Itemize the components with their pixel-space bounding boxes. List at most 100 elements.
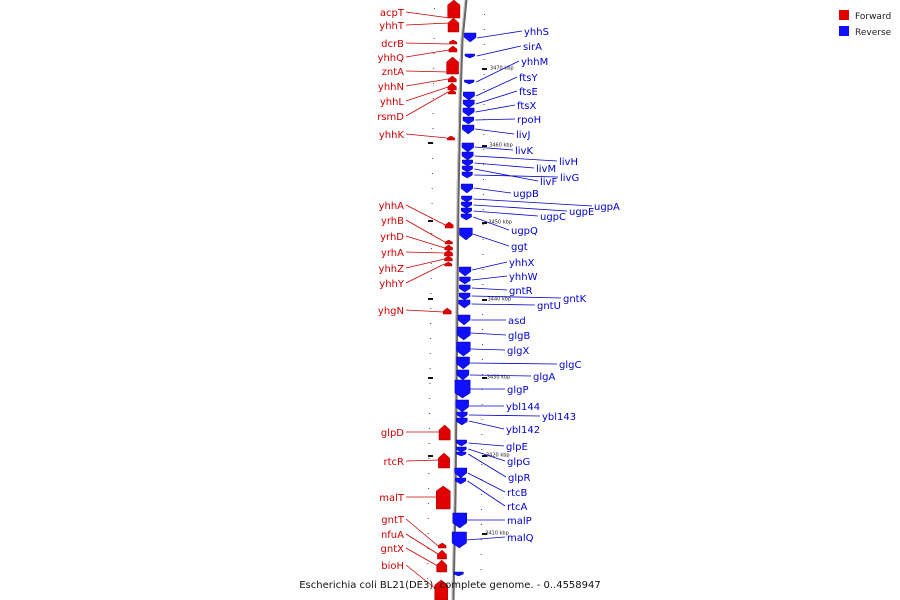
forward-gene-leader (405, 11, 450, 19)
forward-gene-label: glpD (381, 428, 404, 439)
reverse-gene-leader (473, 204, 568, 212)
forward-gene-glyph (444, 239, 453, 245)
reverse-gene-label: asd (508, 316, 526, 327)
forward-gene-label: yrhB (381, 216, 404, 227)
reverse-gene-glyph (459, 276, 471, 285)
reverse-gene-leader (470, 348, 506, 351)
reverse-gene-label: livF (540, 177, 557, 188)
forward-gene-leader (405, 564, 438, 591)
reverse-gene-leader (473, 187, 512, 194)
reverse-gene-label: ftsX (517, 101, 536, 112)
genome-backbone (451, 0, 468, 600)
reverse-gene-glyph (461, 151, 474, 161)
forward-gene-glyph (444, 249, 453, 257)
forward-gene-leader (405, 219, 445, 243)
reverse-gene-label: rtcB (507, 488, 528, 499)
reverse-gene-label: sirA (523, 42, 542, 53)
forward-gene-label: zntA (382, 67, 405, 78)
reverse-gene-glyph (462, 124, 475, 135)
reverse-gene-leader (468, 420, 505, 430)
reverse-gene-leader (474, 155, 558, 162)
tick-label: 3460 kbp (489, 143, 513, 149)
reverse-gene-glyph (456, 341, 471, 357)
tick-mark (482, 222, 487, 224)
reverse-gene-label: yhhM (521, 57, 548, 68)
reverse-gene-label: livM (536, 164, 556, 175)
forward-gene-label: nfuA (381, 530, 404, 541)
forward-gene-glyph (438, 452, 450, 469)
reverse-gene-glyph (464, 32, 477, 43)
forward-gene-label: dcrB (381, 39, 404, 50)
reverse-gene-leader (471, 275, 508, 281)
reverse-gene-label: livG (560, 173, 579, 184)
reverse-gene-leader (470, 332, 507, 336)
reverse-gene-glyph (456, 326, 471, 341)
forward-gene-glyph (444, 261, 453, 267)
forward-gene-leader (405, 91, 449, 117)
reverse-gene-leader (476, 60, 520, 83)
reverse-gene-label: yhhS (524, 27, 549, 38)
reverse-gene-label: ggt (511, 242, 528, 253)
forward-gene-glyph (449, 39, 458, 45)
reverse-gene-label: livH (559, 157, 578, 168)
forward-gene-glyph (447, 75, 457, 83)
reverse-gene-label: yhhX (509, 258, 535, 269)
forward-gene-glyph (442, 307, 452, 315)
reverse-gene-label: ugpQ (511, 226, 538, 237)
forward-gene-glyph (447, 17, 460, 33)
reverse-gene-glyph (459, 227, 473, 241)
forward-gene-label: yhhL (380, 97, 405, 108)
reverse-gene-leader (470, 362, 558, 365)
reverse-gene-label: ftsY (519, 73, 538, 84)
reverse-gene-glyph (456, 369, 470, 381)
reverse-gene-leader (469, 414, 541, 417)
forward-gene-leader (405, 459, 441, 462)
forward-gene-glyph (447, 0, 461, 19)
reverse-gene-label: glpR (508, 473, 530, 484)
forward-gene-label: yrhA (381, 248, 404, 259)
reverse-gene-glyph (458, 292, 471, 301)
forward-gene-label: yhhY (379, 279, 405, 290)
reverse-gene-label: livJ (516, 130, 530, 141)
legend-forward-label: Forward (855, 12, 891, 22)
reverse-gene-label: glgA (533, 372, 555, 383)
reverse-gene-label: ybl143 (542, 412, 576, 423)
reverse-gene-label: glgX (507, 346, 529, 357)
forward-gene-glyph (438, 542, 447, 549)
forward-gene-leader (405, 258, 445, 269)
reverse-gene-label: rpoH (517, 115, 541, 126)
forward-gene-leader (405, 133, 448, 139)
reverse-gene-label: gntR (509, 286, 533, 297)
forward-gene-leader (405, 518, 439, 547)
reverse-gene-label: ugpE (569, 207, 594, 218)
forward-gene-glyph (444, 221, 454, 229)
reverse-gene-label: ugpA (594, 202, 620, 213)
reverse-gene-leader (475, 76, 518, 97)
forward-genes (434, 0, 461, 600)
forward-gene-leader (405, 263, 445, 284)
forward-gene-glyph (438, 424, 451, 441)
reverse-gene-labels: yhhS sirA yhhM ftsY ftsE ftsX rpoH livJ livK livH… (466, 27, 620, 544)
forward-gene-labels: acpT yhhT dcrB yhhQ zntA yhhN yhhL rsmD yhhK yhhA… (377, 8, 450, 591)
reverse-gene-glyph (462, 99, 475, 109)
reverse-gene-leader (471, 303, 536, 306)
forward-gene-leader (405, 70, 449, 73)
track-dots (427, 8, 485, 585)
reverse-gene-label: malP (507, 516, 532, 527)
legend: Forward Reverse (839, 10, 892, 38)
forward-gene-leader (405, 86, 449, 102)
reverse-gene-glyph (462, 116, 475, 125)
forward-gene-label: yhgN (378, 306, 404, 317)
forward-gene-glyph (435, 485, 451, 510)
reverse-gene-leader (466, 536, 506, 541)
reverse-genes (451, 32, 477, 577)
forward-gene-label: yhhK (379, 130, 405, 141)
legend-forward-swatch (839, 10, 849, 20)
tick-label: 3410 kbp (485, 531, 509, 537)
forward-gene-label: malT (379, 493, 405, 504)
tick-label: 3470 kbp (490, 66, 514, 72)
reverse-gene-label: ybl142 (506, 425, 540, 436)
reverse-gene-glyph (462, 107, 475, 117)
scale-ticks: 3470 kbp 3460 kbp 3450 kbp 3440 kbp 3430 kbp… (428, 66, 514, 537)
